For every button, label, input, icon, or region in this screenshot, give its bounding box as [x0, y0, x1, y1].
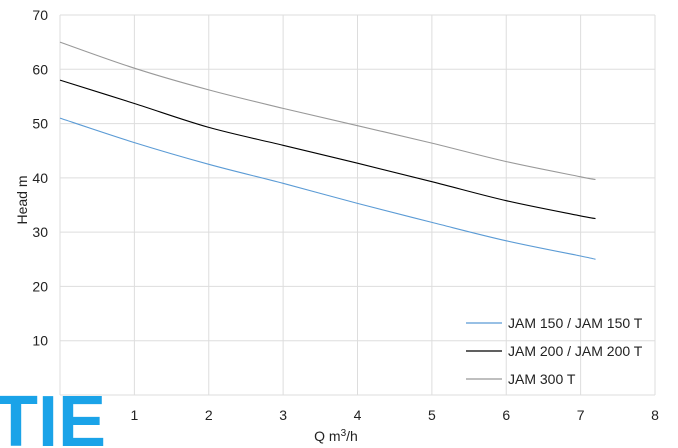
- legend: JAM 150 / JAM 150 T JAM 200 / JAM 200 T JA…: [466, 315, 643, 387]
- legend-label-2: JAM 200 / JAM 200 T: [508, 343, 643, 359]
- series-line-1: [59, 117, 596, 260]
- x-tick-label: 6: [502, 407, 510, 423]
- x-tick-label: 1: [130, 407, 138, 423]
- y-axis-title: Head m: [14, 175, 30, 224]
- series-line-2: [59, 79, 596, 220]
- y-tick-label: 60: [32, 61, 48, 77]
- x-tick-label: 5: [428, 407, 436, 423]
- x-axis-title-base: Q m: [314, 428, 340, 444]
- x-axis-title-sup: 3: [341, 428, 347, 439]
- series-layer: [59, 41, 596, 260]
- y-tick-label: 30: [32, 224, 48, 240]
- x-axis-title-rest: /h: [346, 428, 358, 444]
- y-tick-label: 10: [32, 333, 48, 349]
- chart-grid: [59, 14, 656, 396]
- x-tick-label: 4: [354, 407, 362, 423]
- series-line-3: [59, 41, 596, 181]
- y-tick-label: 20: [32, 278, 48, 294]
- x-tick-label: 2: [205, 407, 213, 423]
- y-tick-label: 50: [32, 116, 48, 132]
- x-axis-title: Q m3/h: [314, 428, 358, 445]
- x-tick-label: 7: [577, 407, 585, 423]
- x-tick-label: 8: [651, 407, 659, 423]
- tick-labels: 1 2 3 4 5 6 7 8 10 20 30 40 50 60 70: [32, 7, 659, 423]
- y-tick-label: 40: [32, 170, 48, 186]
- legend-label-1: JAM 150 / JAM 150 T: [508, 315, 643, 331]
- legend-label-3: JAM 300 T: [508, 371, 576, 387]
- x-tick-label: 3: [279, 407, 287, 423]
- y-tick-label: 70: [32, 7, 48, 23]
- brand-logo: TIE: [0, 382, 106, 448]
